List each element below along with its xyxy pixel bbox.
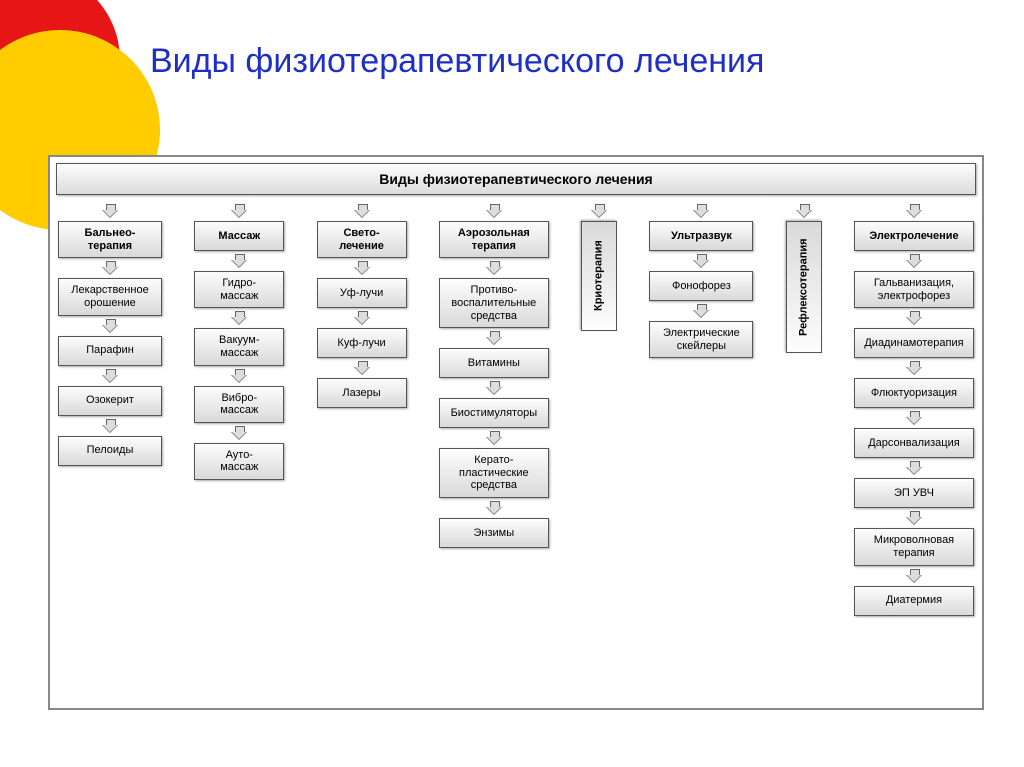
down-arrow-icon — [354, 261, 370, 275]
down-arrow-icon — [486, 501, 502, 515]
category-item: Витамины — [439, 348, 549, 378]
down-arrow-icon — [486, 381, 502, 395]
category-item: Гидро-массаж — [194, 271, 284, 308]
category-head: Криотерапия — [581, 221, 617, 331]
down-arrow-icon — [231, 254, 247, 268]
slide-title: Виды физиотерапевтического лечения — [150, 40, 764, 83]
category-item: Озокерит — [58, 386, 162, 416]
down-arrow-icon — [693, 204, 709, 218]
down-arrow-icon — [486, 261, 502, 275]
category-item: Парафин — [58, 336, 162, 366]
category-item: Лазеры — [317, 378, 407, 408]
category-item: Фонофорез — [649, 271, 753, 301]
down-arrow-icon — [231, 426, 247, 440]
diagram-column: Ультразвук Фонофорез Электрические скейлер… — [649, 201, 753, 616]
diagram-column: Свето-лечение Уф-лучи Куф-лучи Лазеры — [317, 201, 407, 616]
category-item: Диадинамотерапия — [854, 328, 974, 358]
category-item: Диатермия — [854, 586, 974, 616]
down-arrow-icon — [102, 204, 118, 218]
category-item: Вибро-массаж — [194, 386, 284, 423]
category-head: Массаж — [194, 221, 284, 251]
category-item: Электрические скейлеры — [649, 321, 753, 358]
diagram-top-band: Виды физиотерапевтического лечения — [56, 163, 976, 195]
diagram-columns: Бальнео-терапия Лекарственное орошение Пар… — [56, 201, 976, 616]
category-item: Уф-лучи — [317, 278, 407, 308]
category-item: Гальванизация, электрофорез — [854, 271, 974, 308]
category-head: Бальнео-терапия — [58, 221, 162, 258]
diagram-column: Бальнео-терапия Лекарственное орошение Пар… — [58, 201, 162, 616]
down-arrow-icon — [102, 261, 118, 275]
down-arrow-icon — [354, 361, 370, 375]
category-head: Электролечение — [854, 221, 974, 251]
down-arrow-icon — [486, 204, 502, 218]
diagram-column: Массаж Гидро-массаж Вакуум-массаж Вибро-мас… — [194, 201, 284, 616]
diagram-column: Криотерапия — [581, 201, 617, 616]
category-item: ЭП УВЧ — [854, 478, 974, 508]
down-arrow-icon — [906, 204, 922, 218]
down-arrow-icon — [231, 311, 247, 325]
down-arrow-icon — [486, 431, 502, 445]
down-arrow-icon — [693, 304, 709, 318]
category-item: Пелоиды — [58, 436, 162, 466]
down-arrow-icon — [906, 411, 922, 425]
category-item: Биостимуляторы — [439, 398, 549, 428]
down-arrow-icon — [906, 569, 922, 583]
category-item: Ауто-массаж — [194, 443, 284, 480]
down-arrow-icon — [591, 204, 607, 218]
down-arrow-icon — [906, 511, 922, 525]
category-item: Лекарственное орошение — [58, 278, 162, 315]
category-head: Рефлексотерапия — [786, 221, 822, 353]
diagram-frame: Виды физиотерапевтического лечения Бальн… — [48, 155, 984, 710]
down-arrow-icon — [693, 254, 709, 268]
diagram-column: Электролечение Гальванизация, электрофоре… — [854, 201, 974, 616]
category-item: Микроволновая терапия — [854, 528, 974, 565]
category-head: Ультразвук — [649, 221, 753, 251]
category-item: Вакуум-массаж — [194, 328, 284, 365]
diagram-column: Рефлексотерапия — [786, 201, 822, 616]
down-arrow-icon — [102, 369, 118, 383]
down-arrow-icon — [906, 254, 922, 268]
down-arrow-icon — [102, 419, 118, 433]
category-item: Энзимы — [439, 518, 549, 548]
down-arrow-icon — [486, 331, 502, 345]
down-arrow-icon — [906, 311, 922, 325]
down-arrow-icon — [231, 204, 247, 218]
category-item: Дарсонвализация — [854, 428, 974, 458]
category-item: Противо-воспалительные средства — [439, 278, 549, 328]
down-arrow-icon — [231, 369, 247, 383]
diagram-column: Аэрозольная терапия Противо-воспалительны… — [439, 201, 549, 616]
down-arrow-icon — [796, 204, 812, 218]
category-item: Керато-пластические средства — [439, 448, 549, 498]
category-item: Куф-лучи — [317, 328, 407, 358]
category-head: Аэрозольная терапия — [439, 221, 549, 258]
down-arrow-icon — [354, 311, 370, 325]
down-arrow-icon — [906, 361, 922, 375]
down-arrow-icon — [906, 461, 922, 475]
down-arrow-icon — [102, 319, 118, 333]
down-arrow-icon — [354, 204, 370, 218]
category-item: Флюктуоризация — [854, 378, 974, 408]
category-head: Свето-лечение — [317, 221, 407, 258]
